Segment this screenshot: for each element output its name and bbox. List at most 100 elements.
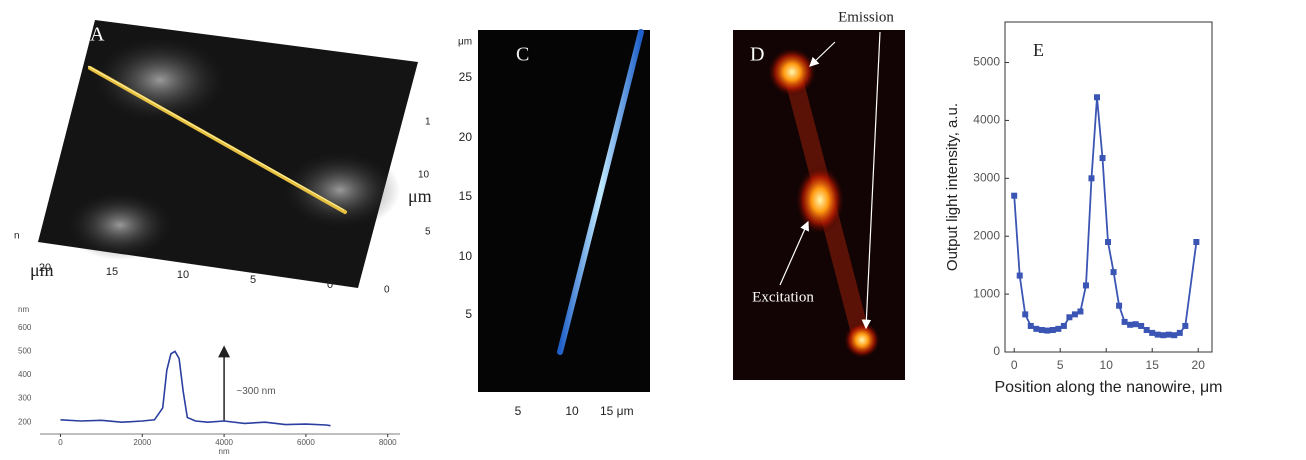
x-tick-label: 5 xyxy=(250,274,256,286)
data-point xyxy=(1138,322,1145,329)
annotation: Emission xyxy=(838,9,894,25)
glow xyxy=(280,150,400,230)
data-point xyxy=(1193,239,1200,245)
nanowire xyxy=(557,29,644,355)
y-tick-label: 3000 xyxy=(973,170,1000,184)
panel-label: A xyxy=(90,24,105,46)
x-tick-label: 20 xyxy=(1192,358,1206,372)
x-tick-label: 20 xyxy=(39,262,51,274)
data-point xyxy=(1071,311,1078,318)
y-tick-label: 20 xyxy=(459,130,473,144)
data-line xyxy=(60,350,331,427)
emission-spot xyxy=(768,48,816,96)
x-tick-label: 2000 xyxy=(133,438,151,447)
y-tick-label: 1000 xyxy=(973,286,1000,300)
annotation: Excitation xyxy=(752,289,814,305)
x-tick-label: 5 xyxy=(1057,358,1064,372)
data-point xyxy=(1038,327,1045,333)
y-axis-label: Output light intensity, a.u. xyxy=(944,103,961,271)
x-axis-label: nm xyxy=(219,447,230,456)
x-tick-label: 0 xyxy=(58,438,63,447)
x-tick-label: 15 μm xyxy=(600,404,634,418)
data-point xyxy=(1154,331,1161,338)
data-point xyxy=(1182,322,1189,329)
data-point xyxy=(1110,269,1117,276)
data-point xyxy=(1105,239,1112,245)
y-tick-label: 400 xyxy=(18,370,32,379)
y-tick-label: 15 xyxy=(459,189,473,203)
excitation-spot xyxy=(796,166,844,234)
data-point xyxy=(1060,322,1067,329)
axis-unit: μm xyxy=(30,260,54,280)
glow xyxy=(65,190,175,260)
right-tick-label: 5 xyxy=(425,227,431,238)
y-tick-label: 300 xyxy=(18,394,32,403)
y-tick-label: 500 xyxy=(18,347,32,356)
emission-spot xyxy=(844,322,880,358)
y-axis-label: nm xyxy=(18,305,29,314)
right-tick-label: 0 xyxy=(384,285,390,296)
annotation: ~300 nm xyxy=(236,386,275,397)
glow xyxy=(90,35,230,125)
x-tick-label: 0 xyxy=(327,279,333,291)
data-point xyxy=(1143,327,1150,333)
panel-label: C xyxy=(516,44,529,66)
x-tick-label: 6000 xyxy=(297,438,315,447)
data-point xyxy=(1099,155,1106,162)
x-axis-label: Position along the nanowire, μm xyxy=(994,379,1222,396)
data-point xyxy=(1165,331,1172,338)
y-tick-label: 200 xyxy=(18,417,32,426)
right-tick-label: 10 xyxy=(418,170,430,181)
data-point xyxy=(1033,325,1040,332)
x-tick-label: 10 xyxy=(177,269,189,281)
x-tick-label: 15 xyxy=(106,266,118,278)
axis-unit: μm xyxy=(458,37,472,48)
corner-label: n xyxy=(14,231,20,242)
data-point xyxy=(1127,321,1134,328)
data-point xyxy=(1176,329,1183,336)
x-tick-label: 10 xyxy=(1100,358,1114,372)
nanowire xyxy=(88,66,347,214)
axis-unit: μm xyxy=(408,186,432,206)
y-tick-label: 600 xyxy=(18,323,32,332)
y-tick-label: 0 xyxy=(993,344,1000,358)
y-tick-label: 4000 xyxy=(973,113,1000,127)
x-tick-label: 15 xyxy=(1146,358,1160,372)
x-tick-label: 8000 xyxy=(379,438,397,447)
panel-label: E xyxy=(1033,40,1044,60)
y-tick-label: 10 xyxy=(459,249,473,263)
x-tick-label: 10 xyxy=(565,404,579,418)
arrow xyxy=(779,220,809,286)
y-tick-label: 25 xyxy=(459,70,473,84)
data-point xyxy=(1088,175,1095,182)
nanowire-highlight xyxy=(87,65,345,211)
arrow xyxy=(809,41,836,67)
data-point xyxy=(1055,325,1062,332)
data-point xyxy=(1044,327,1051,334)
x-tick-label: 0 xyxy=(1011,358,1018,372)
panel-label: D xyxy=(750,44,764,66)
data-point xyxy=(1116,302,1123,309)
data-point xyxy=(1160,332,1167,339)
data-point xyxy=(1027,322,1034,329)
x-tick-label: 5 xyxy=(515,404,522,418)
data-point xyxy=(1082,282,1089,289)
right-tick-label: 1 xyxy=(425,117,431,128)
plot-frame xyxy=(1004,21,1213,353)
data-point xyxy=(1171,332,1178,339)
arrow xyxy=(861,31,881,330)
data-point xyxy=(1077,308,1084,315)
data-point xyxy=(1094,94,1100,101)
data-point xyxy=(1049,327,1056,333)
data-point xyxy=(1149,329,1156,336)
x-tick-label: 4000 xyxy=(215,438,233,447)
data-point xyxy=(1121,318,1128,325)
data-point xyxy=(1022,311,1029,318)
data-point xyxy=(1066,314,1073,321)
data-point xyxy=(1016,272,1023,279)
data-point xyxy=(1011,192,1018,199)
data-point xyxy=(1132,321,1139,328)
y-tick-label: 2000 xyxy=(973,228,1000,242)
data-line xyxy=(1013,97,1198,337)
